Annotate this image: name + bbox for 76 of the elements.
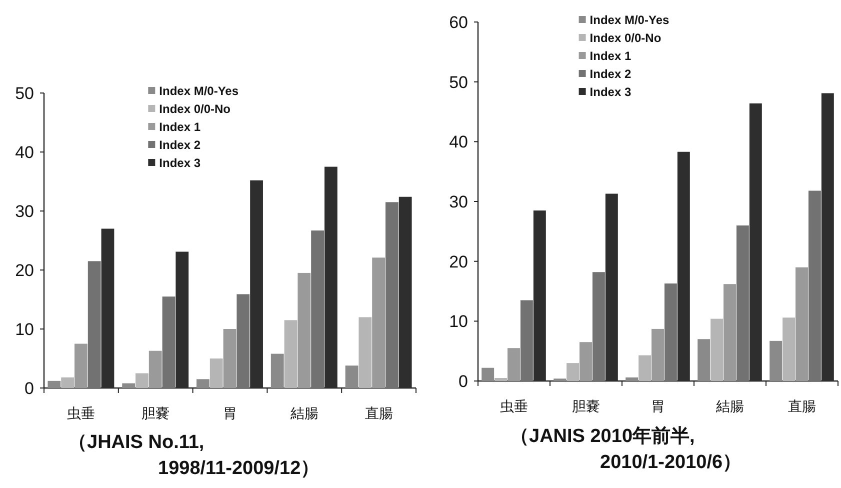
bar: [520, 300, 533, 381]
bar: [385, 202, 398, 388]
x-tick-label: 胃: [651, 398, 665, 414]
x-tick-label: 直腸: [364, 405, 393, 421]
bar: [136, 373, 148, 388]
x-tick-label: 虫垂: [67, 405, 96, 421]
bar: [508, 348, 520, 381]
bar: [298, 272, 311, 388]
y-tick-label: 50: [449, 72, 468, 92]
bar: [566, 363, 580, 381]
bar: [196, 379, 210, 388]
bar: [592, 272, 605, 381]
bar: [626, 377, 638, 381]
y-tick-label: 10: [15, 320, 34, 339]
bar: [494, 378, 508, 381]
y-tick-label: 20: [449, 252, 468, 272]
x-tick-label: 結腸: [289, 405, 318, 421]
y-tick-label: 30: [449, 192, 468, 212]
text: （JHAIS No.11,: [68, 432, 204, 453]
bar: [770, 340, 782, 381]
y-tick-label: 50: [15, 84, 34, 103]
bar: [148, 350, 162, 388]
legend-label: Index 0/0-No: [159, 102, 231, 116]
bar: [580, 342, 592, 381]
x-tick-label: 胆嚢: [142, 405, 170, 421]
y-tick-label: 30: [15, 202, 34, 221]
y-tick-label: 10: [449, 312, 468, 332]
y-tick-label: 0: [458, 372, 468, 391]
legend-label: Index 3: [590, 85, 632, 99]
bar: [724, 284, 736, 381]
text: （JANIS 2010年前半,: [510, 425, 695, 447]
x-tick-label: 結腸: [715, 398, 744, 414]
legend-label: Index 1: [159, 120, 201, 134]
bar: [736, 225, 749, 381]
legend-label: Index 2: [159, 138, 201, 152]
y-tick-label: 0: [24, 379, 34, 398]
legend-label: Index 3: [159, 156, 201, 170]
bar: [48, 380, 61, 388]
bar: [482, 368, 494, 381]
bar: [652, 328, 664, 381]
x-tick-label: 胆嚢: [572, 398, 600, 414]
y-tick-label: 40: [449, 132, 468, 152]
bar: [88, 261, 101, 388]
bar: [808, 190, 821, 381]
bar: [710, 318, 724, 381]
y-tick-label: 20: [15, 261, 34, 280]
legend-label: Index 2: [590, 67, 632, 81]
bar: [223, 329, 236, 388]
bar: [664, 283, 677, 381]
bar: [162, 296, 176, 388]
y-tick-label: 40: [15, 143, 34, 162]
bar: [284, 320, 298, 388]
bar: [782, 318, 796, 381]
text: 2010/1-2010/6）: [600, 452, 742, 473]
bar: [345, 366, 358, 388]
bar: [210, 358, 223, 388]
legend-label: Index M/0-Yes: [159, 84, 239, 98]
x-tick-label: 胃: [223, 405, 237, 421]
legend-label: Index M/0-Yes: [590, 13, 670, 27]
bar: [796, 267, 808, 381]
x-tick-label: 虫垂: [500, 398, 528, 414]
y-tick-label: 60: [449, 13, 468, 32]
legend-label: Index 1: [590, 49, 632, 63]
bar: [358, 317, 372, 388]
bar: [638, 355, 652, 381]
bar: [74, 344, 88, 388]
text: 1998/11-2009/12）: [158, 458, 320, 479]
bar: [372, 258, 385, 388]
bar: [311, 230, 324, 388]
bar: [270, 354, 284, 388]
bar: [698, 339, 710, 381]
bar: [122, 383, 136, 388]
x-tick-label: 直腸: [788, 398, 816, 414]
bar: [61, 377, 74, 388]
bar: [236, 294, 250, 388]
legend-label: Index 0/0-No: [590, 31, 662, 45]
